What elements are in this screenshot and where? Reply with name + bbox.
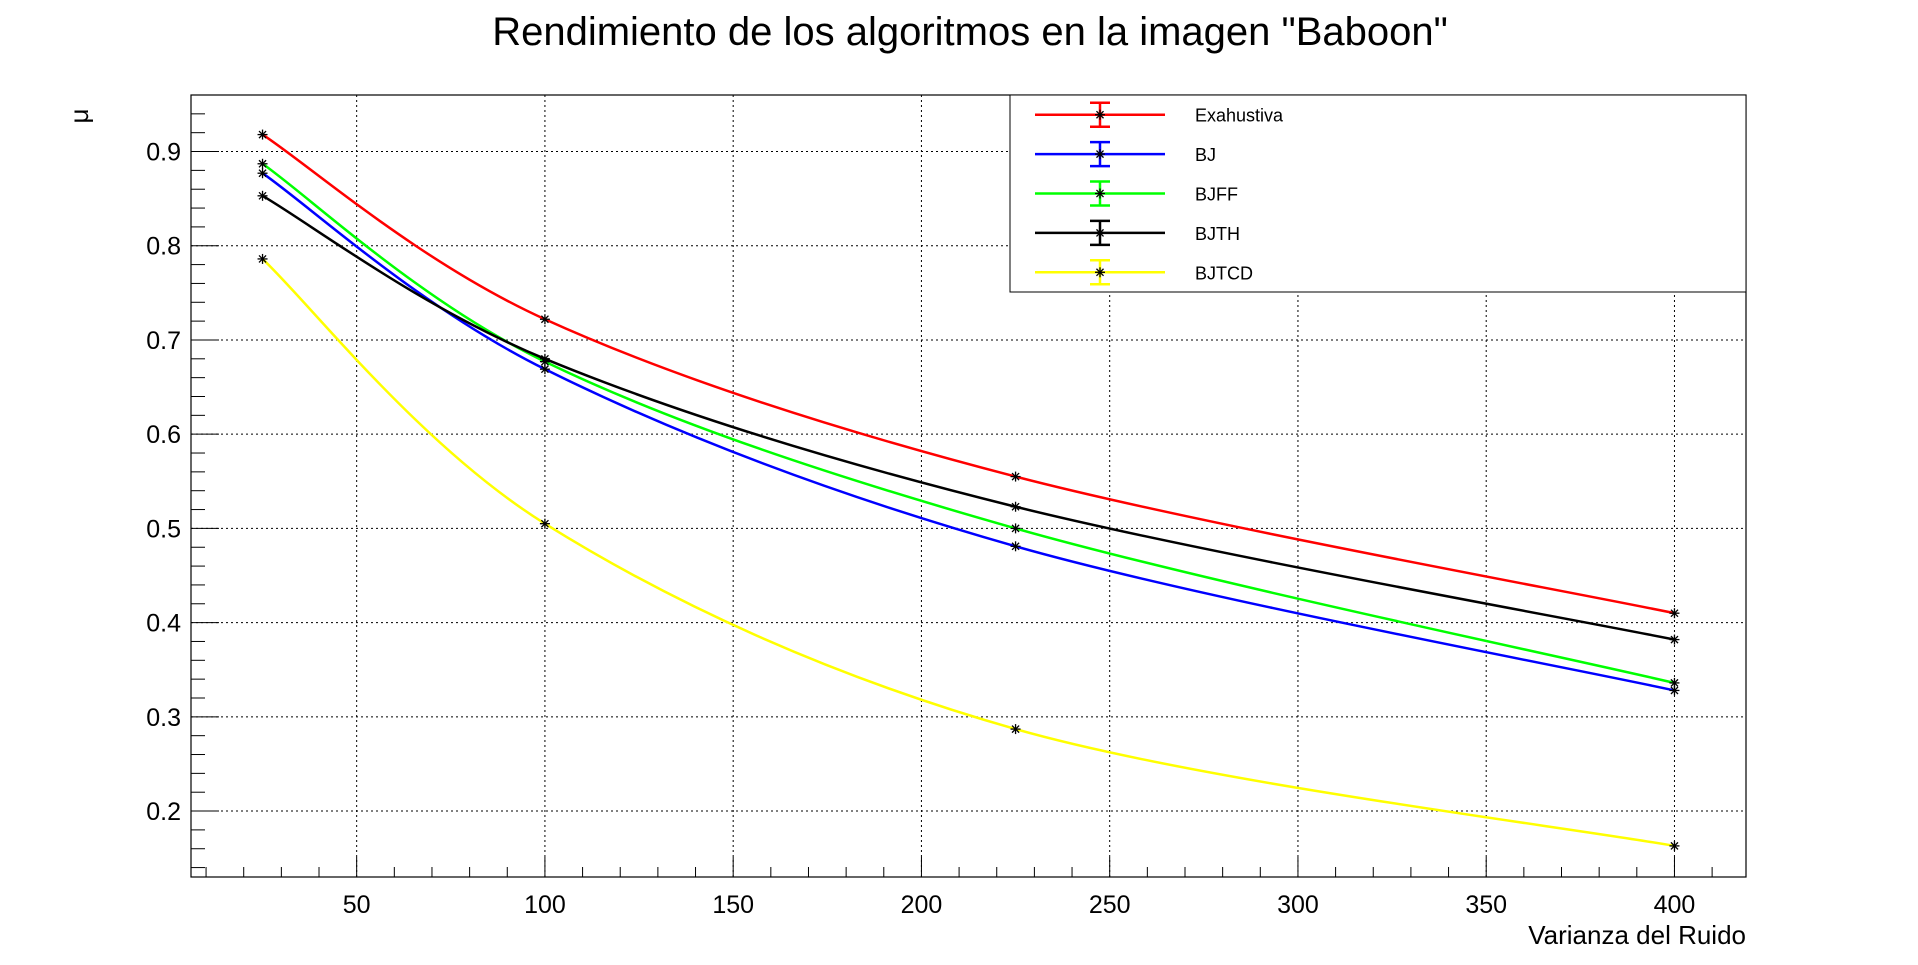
- marker-stroke: [258, 169, 267, 178]
- marker-stroke: [1670, 841, 1679, 850]
- marker-stroke: [1011, 542, 1020, 551]
- data-point: [1010, 523, 1021, 534]
- data-point: [257, 253, 268, 264]
- series-line: [261, 258, 1675, 848]
- marker-stroke: [540, 354, 549, 363]
- marker-stroke: [1096, 228, 1104, 237]
- marker-stroke: [258, 159, 267, 168]
- legend-marker: [1095, 267, 1105, 278]
- marker-stroke: [1096, 268, 1104, 277]
- marker-stroke: [1011, 524, 1020, 533]
- data-point: [539, 353, 550, 364]
- y-tick-label: 0.4: [146, 610, 181, 638]
- chart-title: Rendimiento de los algoritmos en la imag…: [492, 10, 1448, 54]
- series-line: [261, 162, 1675, 685]
- legend-entry: BJTH: [1035, 219, 1240, 247]
- legend-entry: BJFF: [1035, 180, 1238, 207]
- data-point: [539, 518, 550, 529]
- series-lines: [257, 129, 1680, 851]
- marker-stroke: [1011, 472, 1020, 481]
- series-line: [261, 133, 1675, 615]
- legend-label: Exahustiva: [1195, 106, 1284, 126]
- legend-entry: BJTCD: [1035, 259, 1253, 286]
- marker-stroke: [1670, 678, 1679, 687]
- legend-marker: [1095, 188, 1105, 199]
- legend-marker: [1095, 149, 1105, 160]
- marker-stroke: [1011, 502, 1020, 511]
- legend-label: BJTH: [1195, 224, 1240, 244]
- marker-stroke: [540, 315, 549, 324]
- y-tick-label: 0.3: [146, 704, 181, 732]
- x-tick-label: 250: [1089, 891, 1131, 919]
- data-point: [1010, 724, 1021, 735]
- x-tick-label: 300: [1277, 891, 1319, 919]
- data-point: [1010, 541, 1021, 552]
- marker-stroke: [1011, 725, 1020, 734]
- x-tick-label: 50: [343, 891, 371, 919]
- marker-stroke: [1670, 609, 1679, 618]
- legend-marker: [1095, 109, 1105, 120]
- y-tick-label: 0.8: [146, 233, 181, 261]
- x-axis-label: Varianza del Ruido: [1528, 920, 1746, 950]
- data-point: [1010, 471, 1021, 482]
- y-tick-label: 0.9: [146, 139, 181, 167]
- tick-labels: 50 100 150 200 250 300 350 400 0.2 0.3 0.4 0.5 0.6 0.…: [146, 139, 1695, 919]
- legend: Exahustiva BJ BJFF BJTH BJTCD: [1009, 94, 1747, 293]
- marker-stroke: [258, 191, 267, 200]
- y-tick-label: 0.5: [146, 515, 181, 543]
- marker-stroke: [1096, 189, 1104, 198]
- marker-stroke: [1096, 150, 1104, 159]
- legend-entry: BJ: [1035, 140, 1216, 168]
- marker-stroke: [1670, 635, 1679, 644]
- x-tick-label: 150: [712, 891, 754, 919]
- data-point: [257, 129, 268, 140]
- data-point: [257, 190, 268, 201]
- marker-stroke: [1670, 686, 1679, 695]
- data-point: [1669, 608, 1680, 619]
- y-tick-label: 0.7: [146, 327, 181, 355]
- data-point: [1010, 501, 1021, 512]
- legend-entry: Exahustiva: [1035, 101, 1284, 128]
- data-point: [257, 158, 268, 169]
- data-point: [1669, 634, 1680, 645]
- data-point: [1669, 840, 1680, 851]
- x-tick-label: 200: [901, 891, 943, 919]
- data-point: [539, 314, 550, 325]
- legend-label: BJTCD: [1195, 263, 1253, 283]
- legend-label: BJFF: [1195, 185, 1238, 205]
- marker-stroke: [258, 130, 267, 139]
- marker-stroke: [540, 365, 549, 374]
- marker-stroke: [258, 254, 267, 263]
- data-point: [1669, 677, 1680, 688]
- legend-label: BJ: [1195, 145, 1216, 165]
- x-tick-label: 350: [1465, 891, 1507, 919]
- series-line: [261, 172, 1675, 692]
- y-axis-label: μ: [64, 109, 94, 124]
- marker-stroke: [1096, 110, 1104, 119]
- data-point: [257, 168, 268, 179]
- series-line: [261, 194, 1675, 641]
- legend-marker: [1095, 227, 1105, 238]
- y-tick-label: 0.6: [146, 421, 181, 449]
- x-tick-label: 100: [524, 891, 566, 919]
- x-tick-label: 400: [1654, 891, 1696, 919]
- marker-stroke: [540, 519, 549, 528]
- y-tick-label: 0.2: [146, 798, 181, 826]
- axes: [190, 94, 1747, 878]
- plot-frame: [190, 94, 1747, 878]
